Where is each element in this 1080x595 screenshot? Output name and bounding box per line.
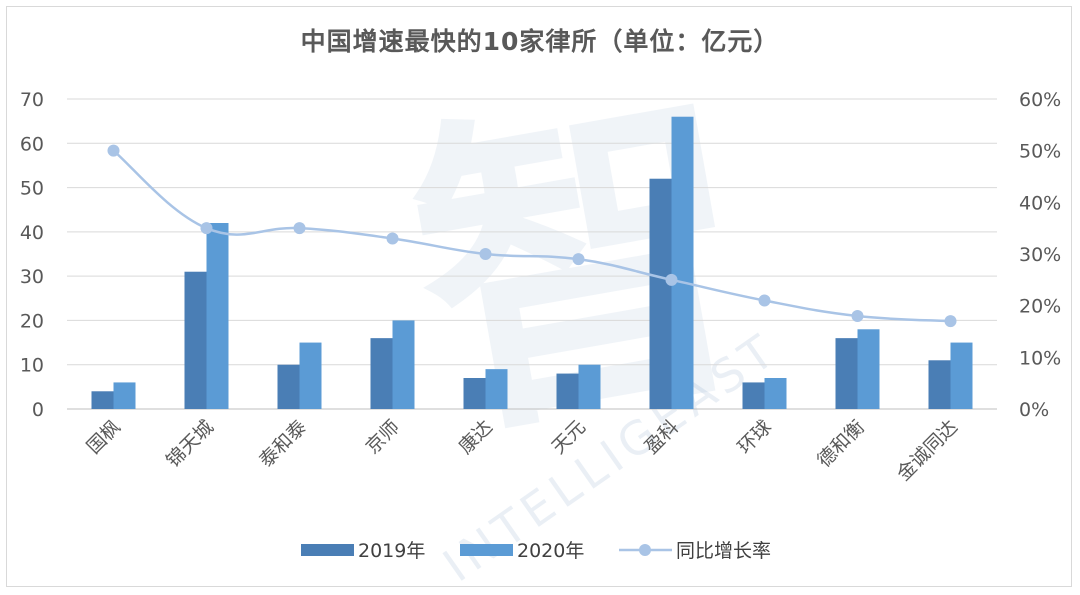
bar-2020 [299, 342, 322, 409]
growth-line-point [293, 222, 306, 235]
growth-line-point [944, 315, 957, 328]
bar-2019 [463, 378, 486, 409]
y-left-tick-label: 50 [20, 178, 44, 200]
y-right-tick-label: 30% [1019, 244, 1061, 266]
x-tick-label: 德和衡 [813, 416, 869, 472]
legend-label-2019: 2019年 [358, 540, 425, 562]
legend-swatch-2020 [460, 544, 513, 556]
y-right-tick-label: 60% [1019, 89, 1061, 111]
bar-2019 [556, 373, 579, 409]
growth-line-point [572, 253, 585, 266]
bars [91, 116, 973, 409]
growth-line-point [479, 248, 492, 260]
bar-2020 [764, 378, 787, 409]
y-left-tick-label: 10 [20, 355, 44, 377]
bar-2019 [91, 391, 114, 409]
x-tick-label: 金诚同达 [893, 416, 962, 485]
bar-2019 [277, 364, 300, 409]
growth-line-point [200, 222, 213, 235]
growth-line [107, 144, 957, 328]
legend-swatch-2019 [301, 544, 354, 556]
growth-line-path [112, 149, 951, 323]
chart-frame [6, 6, 1072, 587]
bar-2019 [370, 338, 393, 409]
y-right-tick-label: 0% [1019, 399, 1049, 421]
growth-line-point [758, 294, 771, 307]
y-left-tick-label: 30 [20, 266, 44, 288]
y-right-tick-label: 40% [1019, 192, 1061, 214]
y-left-tick-label: 70 [20, 89, 44, 111]
bar-2019 [649, 178, 672, 409]
legend-marker-growth [639, 544, 651, 556]
growth-line-point [665, 273, 678, 286]
y-right-tick-label: 20% [1019, 296, 1061, 318]
y-right-tick-label: 50% [1019, 141, 1061, 163]
bar-2020 [950, 342, 973, 409]
y-left-tick-label: 60 [20, 133, 44, 155]
bar-2020 [578, 364, 601, 409]
bar-2019 [928, 360, 951, 409]
bar-2019 [835, 338, 858, 409]
x-tick-label: 泰和泰 [255, 416, 311, 472]
x-tick-label: 京师 [362, 416, 404, 458]
bar-2020 [857, 329, 880, 409]
x-tick-label: 锦天城 [162, 416, 218, 472]
y-right-tick-label: 10% [1019, 347, 1061, 369]
y-left-tick-label: 0 [32, 399, 44, 421]
legend: 2019年 2020年 同比增长率 [301, 540, 771, 562]
bar-2019 [184, 271, 207, 409]
growth-line-point [851, 310, 864, 322]
growth-line-point [107, 144, 120, 157]
bar-2020 [206, 223, 229, 409]
legend-label-2020: 2020年 [517, 540, 584, 562]
bar-2020 [671, 116, 694, 409]
y-left-tick-label: 40 [20, 222, 44, 244]
bar-2020 [485, 369, 508, 409]
growth-line-point [386, 232, 399, 245]
legend-label-growth: 同比增长率 [676, 540, 771, 562]
y-left-tick-label: 20 [20, 310, 44, 332]
chart-title: 中国增速最快的10家律所（单位：亿元） [300, 27, 780, 56]
bar-2020 [113, 382, 136, 409]
bar-2020 [392, 320, 415, 409]
y-axis-left: 0 10 20 30 40 50 60 70 [20, 89, 44, 421]
bar-2019 [742, 382, 765, 409]
x-tick-label: 国枫 [83, 416, 125, 458]
y-axis-right: 0% 10% 20% 30% 40% 50% 60% [1019, 89, 1061, 421]
watermark-logo: 智 [388, 49, 780, 484]
